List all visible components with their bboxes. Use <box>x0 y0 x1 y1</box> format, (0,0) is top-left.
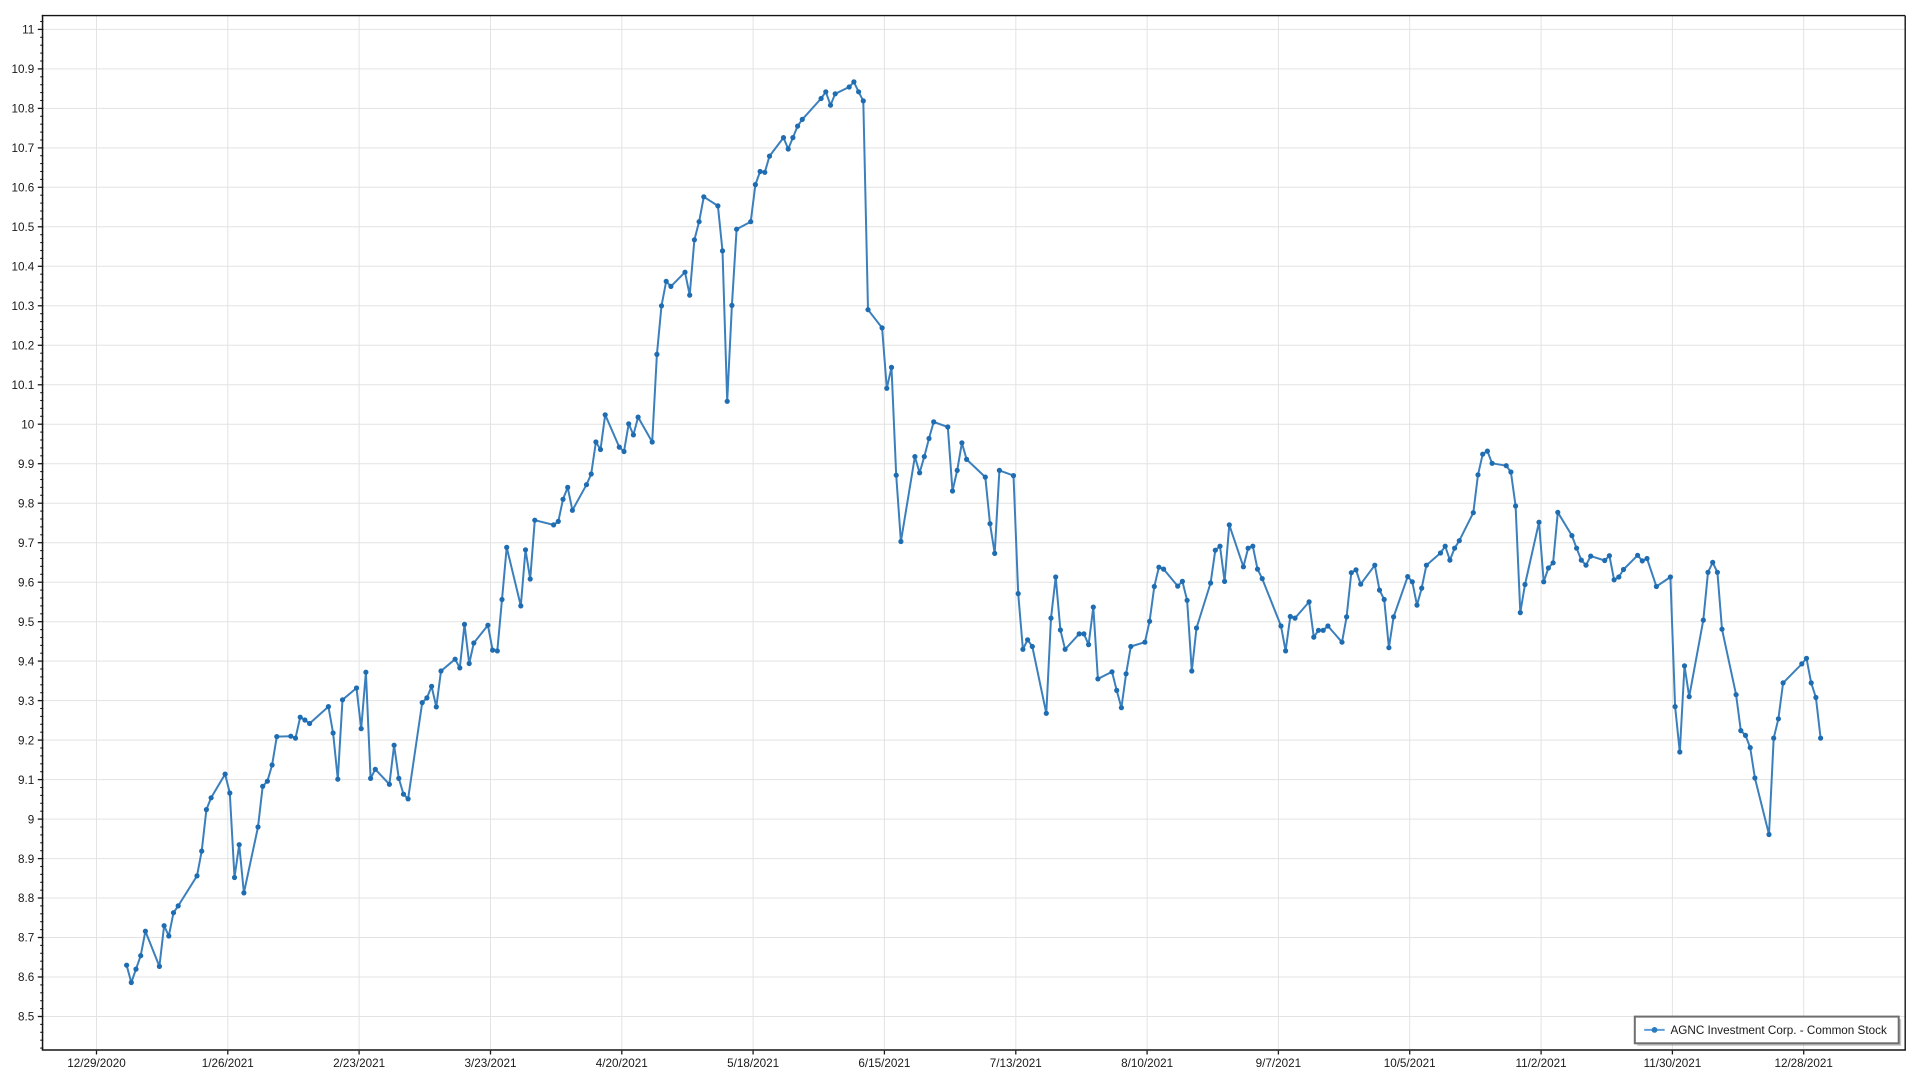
svg-text:8.8: 8.8 <box>18 892 34 905</box>
svg-text:2/23/2021: 2/23/2021 <box>333 1057 385 1070</box>
svg-text:9.5: 9.5 <box>18 616 35 629</box>
svg-text:10.9: 10.9 <box>12 63 35 76</box>
svg-text:10.1: 10.1 <box>12 379 35 392</box>
svg-text:AGNC Investment Corp. - Common: AGNC Investment Corp. - Common Stock <box>1671 1024 1887 1037</box>
svg-text:8.5: 8.5 <box>18 1011 35 1024</box>
svg-text:10.3: 10.3 <box>12 300 35 313</box>
svg-text:12/29/2020: 12/29/2020 <box>67 1057 126 1070</box>
svg-text:7/13/2021: 7/13/2021 <box>990 1057 1042 1070</box>
svg-text:8.6: 8.6 <box>18 971 34 984</box>
svg-text:10.4: 10.4 <box>12 261 35 274</box>
svg-text:10.2: 10.2 <box>12 340 35 353</box>
svg-text:11/30/2021: 11/30/2021 <box>1644 1057 1702 1070</box>
svg-text:11: 11 <box>22 24 34 37</box>
svg-text:9.4: 9.4 <box>18 655 35 668</box>
svg-text:6/15/2021: 6/15/2021 <box>858 1057 910 1070</box>
svg-text:5/18/2021: 5/18/2021 <box>727 1057 779 1070</box>
svg-text:8.9: 8.9 <box>18 853 34 866</box>
svg-text:12/28/2021: 12/28/2021 <box>1774 1057 1833 1070</box>
svg-text:10.7: 10.7 <box>12 142 35 155</box>
svg-text:10/5/2021: 10/5/2021 <box>1384 1057 1436 1070</box>
svg-text:3/23/2021: 3/23/2021 <box>465 1057 517 1070</box>
svg-text:11/2/2021: 11/2/2021 <box>1516 1057 1567 1070</box>
svg-text:9.9: 9.9 <box>18 458 34 471</box>
svg-text:9: 9 <box>28 813 35 826</box>
svg-text:10.8: 10.8 <box>12 103 35 116</box>
svg-text:4/20/2021: 4/20/2021 <box>596 1057 648 1070</box>
svg-text:9.3: 9.3 <box>18 695 34 708</box>
svg-text:10.6: 10.6 <box>12 182 35 195</box>
svg-text:8.7: 8.7 <box>18 932 34 945</box>
svg-text:9.1: 9.1 <box>18 774 34 787</box>
svg-text:9.7: 9.7 <box>18 537 34 550</box>
svg-text:9/7/2021: 9/7/2021 <box>1256 1057 1302 1070</box>
svg-text:9.2: 9.2 <box>18 734 34 747</box>
svg-text:9.8: 9.8 <box>18 497 34 510</box>
svg-text:8/10/2021: 8/10/2021 <box>1121 1057 1173 1070</box>
svg-text:9.6: 9.6 <box>18 576 34 589</box>
svg-text:1/26/2021: 1/26/2021 <box>202 1057 254 1070</box>
svg-text:10: 10 <box>21 418 35 431</box>
svg-text:10.5: 10.5 <box>12 221 35 234</box>
